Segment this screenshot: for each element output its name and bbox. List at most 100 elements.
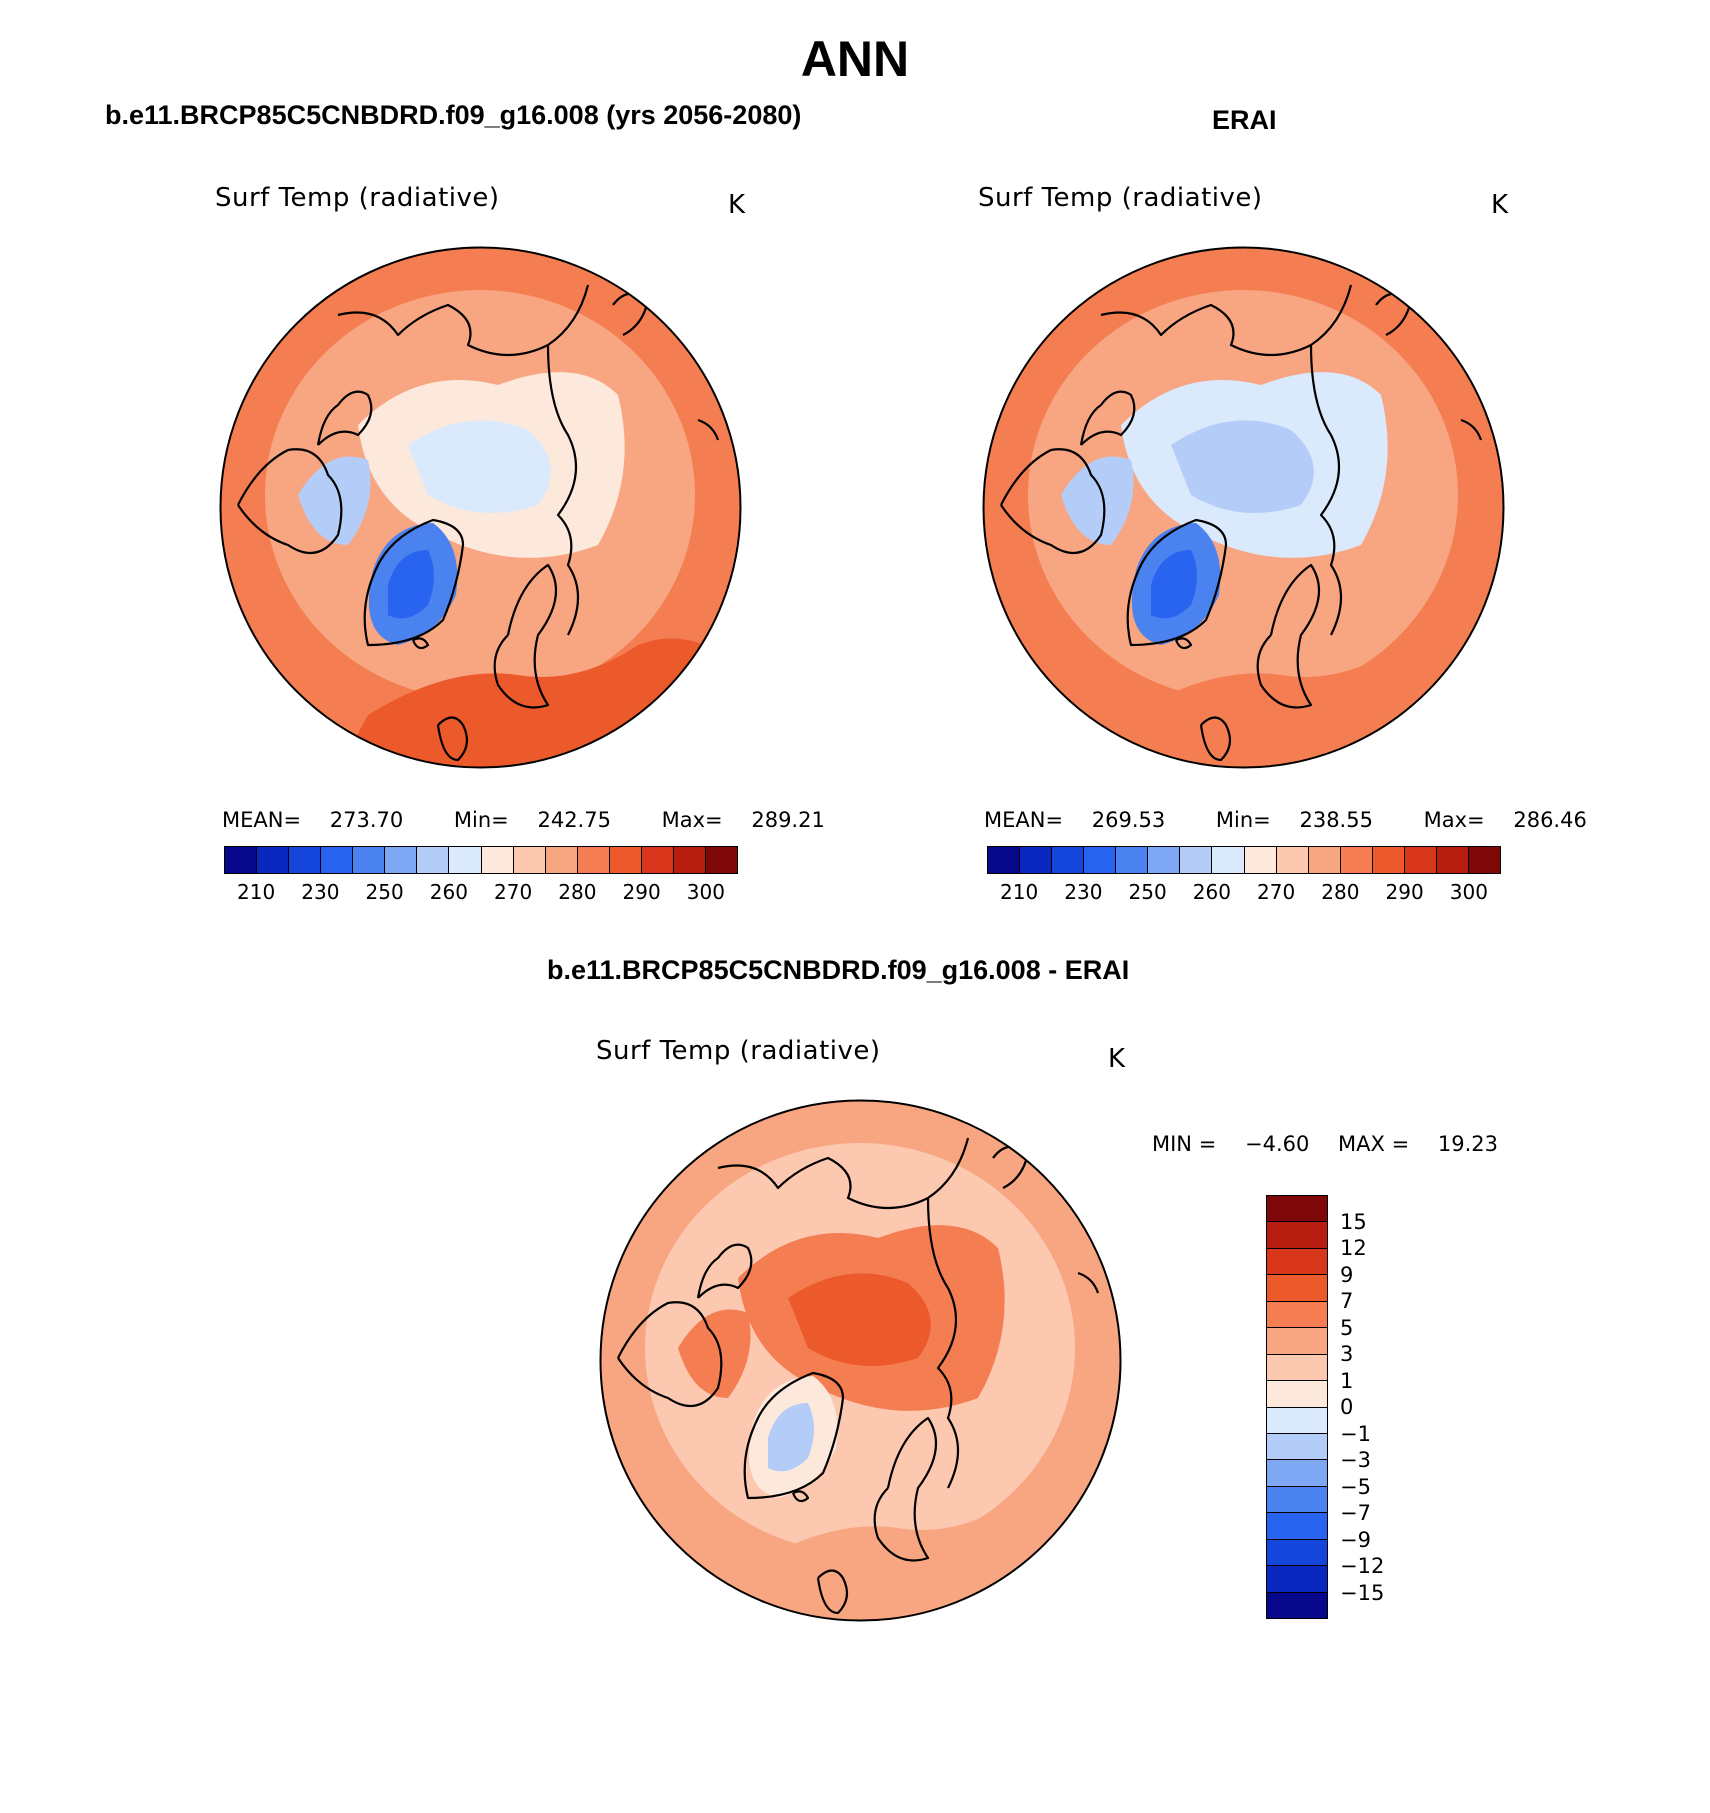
central-ice-field [1171,420,1314,513]
colorbar-swatch [1267,1513,1327,1540]
obs-case-title: ERAI [1212,105,1277,135]
colorbar-swatch [1267,1539,1327,1567]
colorbar-tick-label: 300 [686,880,725,904]
central-ice-field [788,1273,931,1366]
central-ice-field [408,420,551,513]
colorbar-tick-label: 210 [1000,880,1039,904]
map-field [983,247,1504,768]
colorbar-tick-label: −3 [1340,1448,1371,1472]
iceland-coastline [1174,637,1193,650]
greenland-core-field [1151,550,1197,619]
scandinavia-coastline [1256,563,1321,709]
colorbar-tick-label: 300 [1449,880,1488,904]
alaska-siberia-coastline [717,1137,970,1210]
colorbar-swatch [1340,847,1373,873]
colorbar-tick-label: 230 [1064,880,1103,904]
canada-coastline [1000,448,1106,555]
model-case-title: b.e11.BRCP85C5CNBDRD.f09_g16.008 (yrs 20… [105,100,802,130]
greenland-core-field [768,1403,814,1472]
obs-mean-value: 269.53 [1091,808,1166,832]
colorbar-swatch [1180,847,1213,873]
colorbar-swatch [1267,1275,1327,1302]
diff-stats: MIN = −4.60 MAX = 19.23 [1152,1132,1520,1156]
colorbar-tick-label: 7 [1340,1289,1354,1313]
archipelago-coastline [696,1243,753,1299]
model-mean-label: MEAN= [222,808,302,832]
colorbar-swatch [1267,1328,1327,1355]
siberia-coastline [926,1197,959,1489]
british-isles-coastline [816,1569,849,1615]
model-polar-map [219,246,742,769]
diff-min-label: MIN = [1152,1132,1217,1156]
model-mean-value: 273.70 [329,808,404,832]
colorbar-tick-label: 250 [365,880,404,904]
obs-colorbar-labels: 210 230 250 260 270 280 290 300 [987,880,1501,910]
diff-colorbar-labels: 15 12 9 7 5 3 1 0 −1 −3 −5 −7 −9 −12 −15 [1340,1195,1420,1619]
colorbar-tick-label: −7 [1340,1501,1371,1525]
diff-units: K [1108,1044,1126,1074]
colorbar-swatch [1212,847,1245,873]
model-stats: MEAN= 273.70 Min= 242.75 Max= 289.21 [222,808,869,832]
colorbar-tick-label: −15 [1340,1580,1385,1605]
map-border [982,246,1505,769]
colorbar-tick-label: 260 [1192,880,1231,904]
diff-max-value: 19.23 [1437,1132,1498,1156]
colorbar-swatch [257,847,290,873]
obs-units: K [1491,190,1509,220]
iceland-coastline [411,637,430,650]
colorbar-swatch [1148,847,1181,873]
colorbar-swatch [1267,1407,1327,1434]
canada-coastline [237,448,343,555]
colorbar-swatch [1267,1222,1327,1249]
colorbar-swatch [1267,1460,1327,1487]
colorbar-swatch [1372,847,1405,873]
diff-polar-map [599,1099,1122,1622]
obs-stats: MEAN= 269.53 Min= 238.55 Max= 286.46 [984,808,1631,832]
colorbar-swatch [577,847,610,873]
figure-title: ANN [800,31,910,87]
greenland-coastline [743,1371,845,1500]
colorbar-swatch [385,847,418,873]
colorbar-swatch [1436,847,1469,873]
iceland-coastline [791,1490,810,1503]
obs-plot-title: Surf Temp (radiative) [978,183,1263,213]
colorbar-swatch [1084,847,1117,873]
colorbar-swatch [513,847,546,873]
colorbar-swatch [1020,847,1053,873]
colorbar-swatch [609,847,642,873]
colorbar-swatch [1267,1248,1327,1276]
scandinavia-coastline [493,563,558,709]
colorbar-swatch [481,847,514,873]
colorbar-swatch [1267,1196,1327,1223]
archipelago-coastline [1079,390,1136,446]
colorbar-tick-label: 12 [1340,1236,1367,1260]
colorbar-tick-label: 290 [622,880,661,904]
model-units: K [728,190,746,220]
model-min-value: 242.75 [537,808,611,832]
british-isles-coastline [436,716,469,762]
colorbar-tick-label: 15 [1340,1209,1367,1234]
diff-max-label: MAX = [1338,1132,1410,1156]
colorbar-swatch [1308,847,1341,873]
colorbar-swatch [1267,1354,1327,1382]
colorbar-swatch [1267,1301,1327,1329]
archipelago-field [1061,456,1134,545]
archipelago-coastline [316,390,373,446]
sakhalin-coastline [1077,1271,1100,1294]
colorbar-swatch [705,847,737,873]
colorbar-swatch [289,847,322,873]
sakhalin-coastline [697,418,720,441]
colorbar-tick-label: −1 [1340,1421,1371,1446]
colorbar-swatch [321,847,354,873]
colorbar-tick-label: −9 [1340,1527,1371,1552]
british-isles-coastline [1199,716,1232,762]
colorbar-swatch [1116,847,1149,873]
greenland-core-field [388,550,434,619]
obs-colorbar [987,846,1501,874]
colorbar-tick-label: 250 [1128,880,1167,904]
alaska-siberia-coastline [1100,284,1353,357]
colorbar-swatch [1267,1486,1327,1514]
colorbar-tick-label: 0 [1340,1395,1354,1419]
obs-polar-map [982,246,1505,769]
diff-plot-title: Surf Temp (radiative) [596,1036,881,1066]
